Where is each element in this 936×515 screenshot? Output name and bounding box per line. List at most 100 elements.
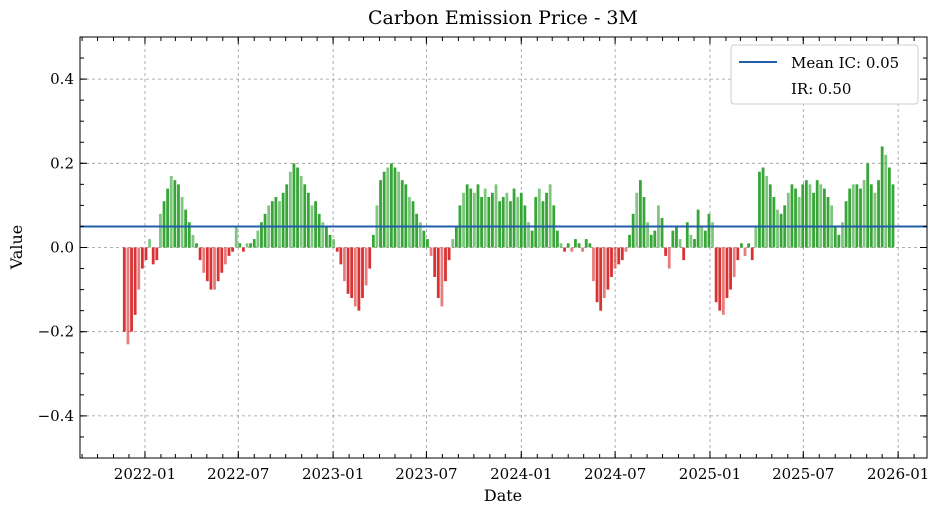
bar-negative xyxy=(721,247,725,315)
legend-ir: IR: 0.50 xyxy=(791,80,851,98)
bar-positive xyxy=(519,192,523,248)
bar-negative xyxy=(736,247,740,261)
bar-positive xyxy=(317,213,321,248)
bar-negative xyxy=(447,247,451,261)
bar-negative xyxy=(613,247,617,269)
bar-positive xyxy=(256,230,260,248)
bar-positive xyxy=(776,209,779,248)
bar-positive xyxy=(426,239,429,248)
bar-negative xyxy=(151,247,155,265)
x-tick-labels: 2022-01 2022-07 2023-01 2023-07 2024-01 2024-… xyxy=(114,465,930,483)
bar-positive xyxy=(808,184,812,248)
y-tick-label: −0.4 xyxy=(38,407,74,425)
legend-mean-ic: Mean IC: 0.05 xyxy=(791,54,899,72)
bar-positive xyxy=(801,184,805,248)
bar-positive xyxy=(249,243,253,248)
bar-positive xyxy=(758,171,761,248)
bar-positive xyxy=(812,192,815,248)
bar-negative xyxy=(357,247,361,311)
bar-positive xyxy=(638,180,642,248)
bar-negative xyxy=(346,247,350,294)
bar-positive xyxy=(408,196,411,248)
bar-positive xyxy=(703,230,707,248)
bar-negative xyxy=(602,247,606,299)
bar-positive xyxy=(321,222,325,248)
bar-positive xyxy=(815,180,819,248)
x-tick-label: 2025-07 xyxy=(772,465,834,483)
bar-negative xyxy=(361,247,364,299)
bar-positive xyxy=(397,171,400,248)
bar-negative xyxy=(242,247,245,252)
legend-box xyxy=(730,44,919,105)
bar-positive xyxy=(451,239,455,248)
bar-negative xyxy=(570,247,574,252)
x-tick-label: 2023-01 xyxy=(302,465,364,483)
bar-positive xyxy=(465,184,469,248)
bar-positive xyxy=(747,243,751,248)
bar-positive xyxy=(859,188,862,248)
bar-positive xyxy=(653,230,657,248)
bar-negative xyxy=(617,247,621,265)
bar-negative xyxy=(213,247,216,290)
bar-negative xyxy=(335,247,339,252)
bar-positive xyxy=(454,226,458,248)
bar-positive xyxy=(415,213,419,248)
bar-negative xyxy=(729,247,732,290)
bar-negative xyxy=(725,247,729,299)
bar-negative xyxy=(209,247,213,290)
bar-positive xyxy=(483,188,487,248)
bar-positive xyxy=(541,201,545,248)
x-tick-label: 2022-07 xyxy=(207,465,269,483)
bar-negative xyxy=(205,247,209,282)
bar-positive xyxy=(371,234,375,248)
bar-negative xyxy=(581,247,585,252)
y-tick-label: 0.0 xyxy=(50,239,74,257)
bar-positive xyxy=(884,154,888,248)
bar-negative xyxy=(610,247,613,277)
bar-positive xyxy=(498,201,502,248)
bar-positive xyxy=(187,222,191,248)
bar-negative xyxy=(599,247,603,311)
bar-positive xyxy=(790,184,794,248)
bar-positive xyxy=(855,184,859,248)
bar-positive xyxy=(296,167,299,248)
bar-positive xyxy=(162,201,166,248)
bar-negative xyxy=(368,247,372,269)
bar-negative xyxy=(440,247,444,307)
bar-negative xyxy=(606,247,610,290)
bar-positive xyxy=(288,171,292,248)
bar-positive xyxy=(404,184,408,248)
bar-negative xyxy=(343,247,346,282)
bar-positive xyxy=(260,222,263,248)
bar-positive xyxy=(711,222,714,248)
bar-positive xyxy=(252,239,256,248)
bar-positive xyxy=(880,146,884,248)
plot-frame xyxy=(79,36,928,459)
bar-positive xyxy=(325,226,328,248)
bar-positive xyxy=(527,222,530,248)
bar-negative xyxy=(436,247,440,299)
bar-negative xyxy=(429,247,433,256)
bar-positive xyxy=(285,184,289,248)
bar-positive xyxy=(877,180,880,248)
bar-negative xyxy=(223,247,227,265)
x-tick-label: 2022-01 xyxy=(114,465,176,483)
bar-positive xyxy=(566,243,570,248)
bar-negative xyxy=(433,247,437,277)
bar-positive xyxy=(422,230,426,248)
bar-negative xyxy=(202,247,206,273)
bar-negative xyxy=(624,247,628,252)
bar-positive xyxy=(642,196,646,248)
bar-negative xyxy=(667,247,671,269)
bar-positive xyxy=(509,201,512,248)
bar-positive xyxy=(292,163,296,248)
bar-positive xyxy=(278,201,281,248)
ticks xyxy=(80,36,927,459)
bar-positive xyxy=(588,243,592,248)
bar-positive xyxy=(270,201,274,248)
bar-positive xyxy=(844,201,848,248)
bar-positive xyxy=(754,226,758,248)
bar-negative xyxy=(155,247,159,261)
bar-positive xyxy=(476,184,480,248)
